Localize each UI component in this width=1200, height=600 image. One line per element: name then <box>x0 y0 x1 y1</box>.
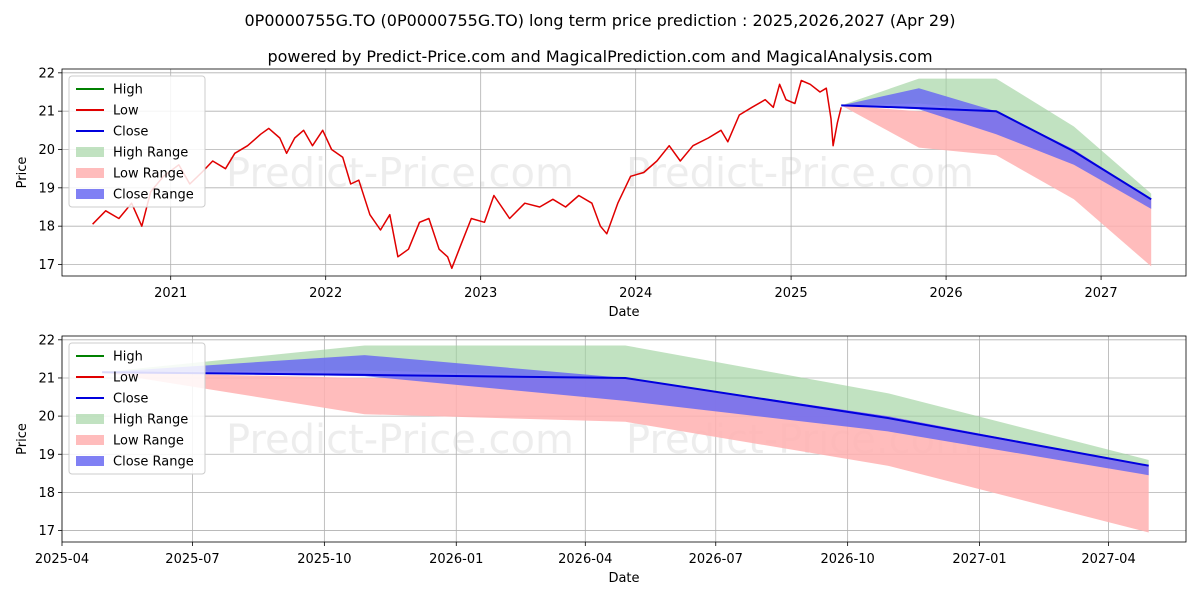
y-tick-label: 20 <box>38 143 55 158</box>
y-tick-label: 22 <box>38 66 55 81</box>
watermark-text: Predict-Price.com <box>626 151 974 197</box>
legend-high-label: High <box>113 350 143 365</box>
plot-frame <box>61 335 1187 543</box>
legend-low-label: Low <box>113 104 139 119</box>
x-tick-label: 2022 <box>309 286 342 301</box>
close-range-band <box>841 88 1152 209</box>
x-tick-label: 2026-10 <box>820 552 874 567</box>
forecast-zoom-panel: Predict-Price.comPredict-Price.com171819… <box>15 333 1187 586</box>
x-tick-label: 2026-07 <box>689 552 743 567</box>
high-range-band <box>102 345 1149 466</box>
x-tick-label: 2027-01 <box>952 552 1006 567</box>
legend: High Low Close High Range Low Range Close Ran… <box>68 75 206 208</box>
legend-high-range-label: High Range <box>113 413 188 428</box>
legend-low-label: Low <box>113 371 139 386</box>
legend-close-label: Close <box>113 125 148 140</box>
x-tick-label: 2025-10 <box>297 552 351 567</box>
legend-close-range-label: Close Range <box>113 188 194 203</box>
legend-high-range-swatch <box>76 147 104 157</box>
y-axis-label: Price <box>15 157 30 189</box>
y-tick-label: 18 <box>38 220 55 235</box>
long-term-price-panel: Predict-Price.com Predict-Price.com 17 18 19… <box>15 66 1187 320</box>
y-axis-label: Price <box>15 423 30 455</box>
x-tick-label: 2025-04 <box>35 552 89 567</box>
close-range-band <box>102 355 1149 476</box>
x-tick-label: 2021 <box>154 286 187 301</box>
plot-frame <box>61 68 1187 277</box>
x-tick-label: 2027-04 <box>1081 552 1135 567</box>
close-forecast-line <box>841 104 1152 201</box>
y-tick-label: 18 <box>38 486 55 501</box>
x-tick-label: 2023 <box>464 286 497 301</box>
legend-low-range-label: Low Range <box>113 167 184 182</box>
x-axis-label: Date <box>608 305 639 320</box>
x-tick-label: 2025-07 <box>165 552 219 567</box>
chart-subtitle: powered by Predict-Price.com and Magical… <box>267 47 932 66</box>
x-tick-label: 2026-04 <box>558 552 612 567</box>
y-tick-label: 20 <box>38 410 55 425</box>
low-range-band <box>102 372 1149 533</box>
legend-low-range-label: Low Range <box>113 434 184 449</box>
y-tick-label: 21 <box>38 371 55 386</box>
y-tick-label: 19 <box>38 181 55 196</box>
legend-close-range-swatch <box>76 456 104 466</box>
high-range-band <box>841 78 1152 200</box>
close-forecast-line <box>102 371 1149 467</box>
legend-high-label: High <box>113 83 143 98</box>
y-tick-label: 17 <box>38 524 55 539</box>
chart-title: 0P0000755G.TO (0P0000755G.TO) long term … <box>245 11 956 30</box>
legend-low-range-swatch <box>76 168 104 178</box>
low-range-band <box>841 105 1152 267</box>
legend-close-label: Close <box>113 392 148 407</box>
x-tick-label: 2027 <box>1085 286 1118 301</box>
x-tick-label: 2024 <box>619 286 652 301</box>
x-tick-label: 2026 <box>930 286 963 301</box>
x-tick-label: 2025 <box>775 286 808 301</box>
legend: High Low Close High Range Low Range Close Ran… <box>68 342 206 475</box>
legend-high-range-label: High Range <box>113 146 188 161</box>
y-tick-label: 21 <box>38 105 55 120</box>
legend-close-range-swatch <box>76 189 104 199</box>
watermark-text: Predict-Price.com <box>226 151 574 197</box>
x-tick-label: 2026-01 <box>429 552 483 567</box>
legend-high-range-swatch <box>76 414 104 424</box>
y-tick-label: 19 <box>38 448 55 463</box>
y-tick-label: 22 <box>38 333 55 348</box>
watermark-text: Predict-Price.com <box>226 417 574 463</box>
legend-close-range-label: Close Range <box>113 455 194 470</box>
y-tick-label: 17 <box>38 258 55 273</box>
x-axis-label: Date <box>608 571 639 586</box>
low-price-history-line <box>92 79 842 270</box>
legend-low-range-swatch <box>76 435 104 445</box>
